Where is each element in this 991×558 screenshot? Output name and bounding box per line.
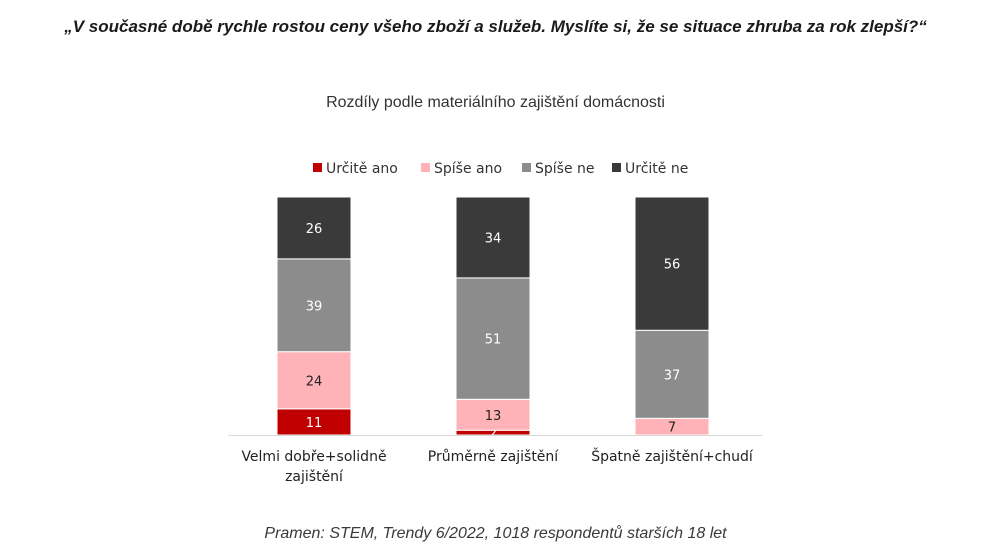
legend-label-4: Určitě ne <box>625 161 688 177</box>
legend-label-1: Určitě ano <box>326 161 398 177</box>
bar-1-3 <box>276 258 352 353</box>
bar-label-2-1: 2 <box>489 427 497 442</box>
category-label-1-2: zajištění <box>285 469 344 485</box>
category-label-1-1: Velmi dobře+solidně <box>241 449 386 465</box>
bar-1-4 <box>276 196 352 260</box>
bar-label-3-3: 37 <box>664 368 681 383</box>
legend-label-3: Spíše ne <box>535 161 595 177</box>
bar-label-1-4: 26 <box>306 222 323 237</box>
bar-label-1-1: 11 <box>306 416 323 431</box>
legend-swatch-4 <box>612 163 621 172</box>
bar-2-2 <box>455 398 531 431</box>
legend-swatch-3 <box>522 163 531 172</box>
legend-label-2: Spíše ano <box>434 161 502 177</box>
bar-2-3 <box>455 277 531 400</box>
legend-swatch-1 <box>313 163 322 172</box>
bar-label-3-2: 7 <box>668 421 676 436</box>
bar-label-3-4: 56 <box>664 258 681 273</box>
bar-label-1-3: 39 <box>306 299 323 314</box>
bar-1-2 <box>276 351 352 410</box>
category-label-2-1: Průměrně zajištění <box>428 449 559 465</box>
bar-label-2-4: 34 <box>485 231 502 246</box>
category-label-3-1: Špatně zajištění+chudí <box>591 447 754 465</box>
bar-3-3 <box>634 329 710 419</box>
source-note: Pramen: STEM, Trendy 6/2022, 1018 respon… <box>264 525 727 542</box>
bar-1-1 <box>276 408 352 436</box>
bar-3-4 <box>634 196 710 331</box>
chart-title: „V současné době rychle rostou ceny všeh… <box>64 17 927 36</box>
bar-label-2-3: 51 <box>485 333 502 348</box>
bar-label-1-2: 24 <box>306 374 323 389</box>
legend-swatch-2 <box>421 163 430 172</box>
chart-subtitle: Rozdíly podle materiálního zajištění dom… <box>326 94 665 111</box>
bar-2-4 <box>455 196 531 279</box>
bar-label-2-2: 13 <box>485 409 502 424</box>
